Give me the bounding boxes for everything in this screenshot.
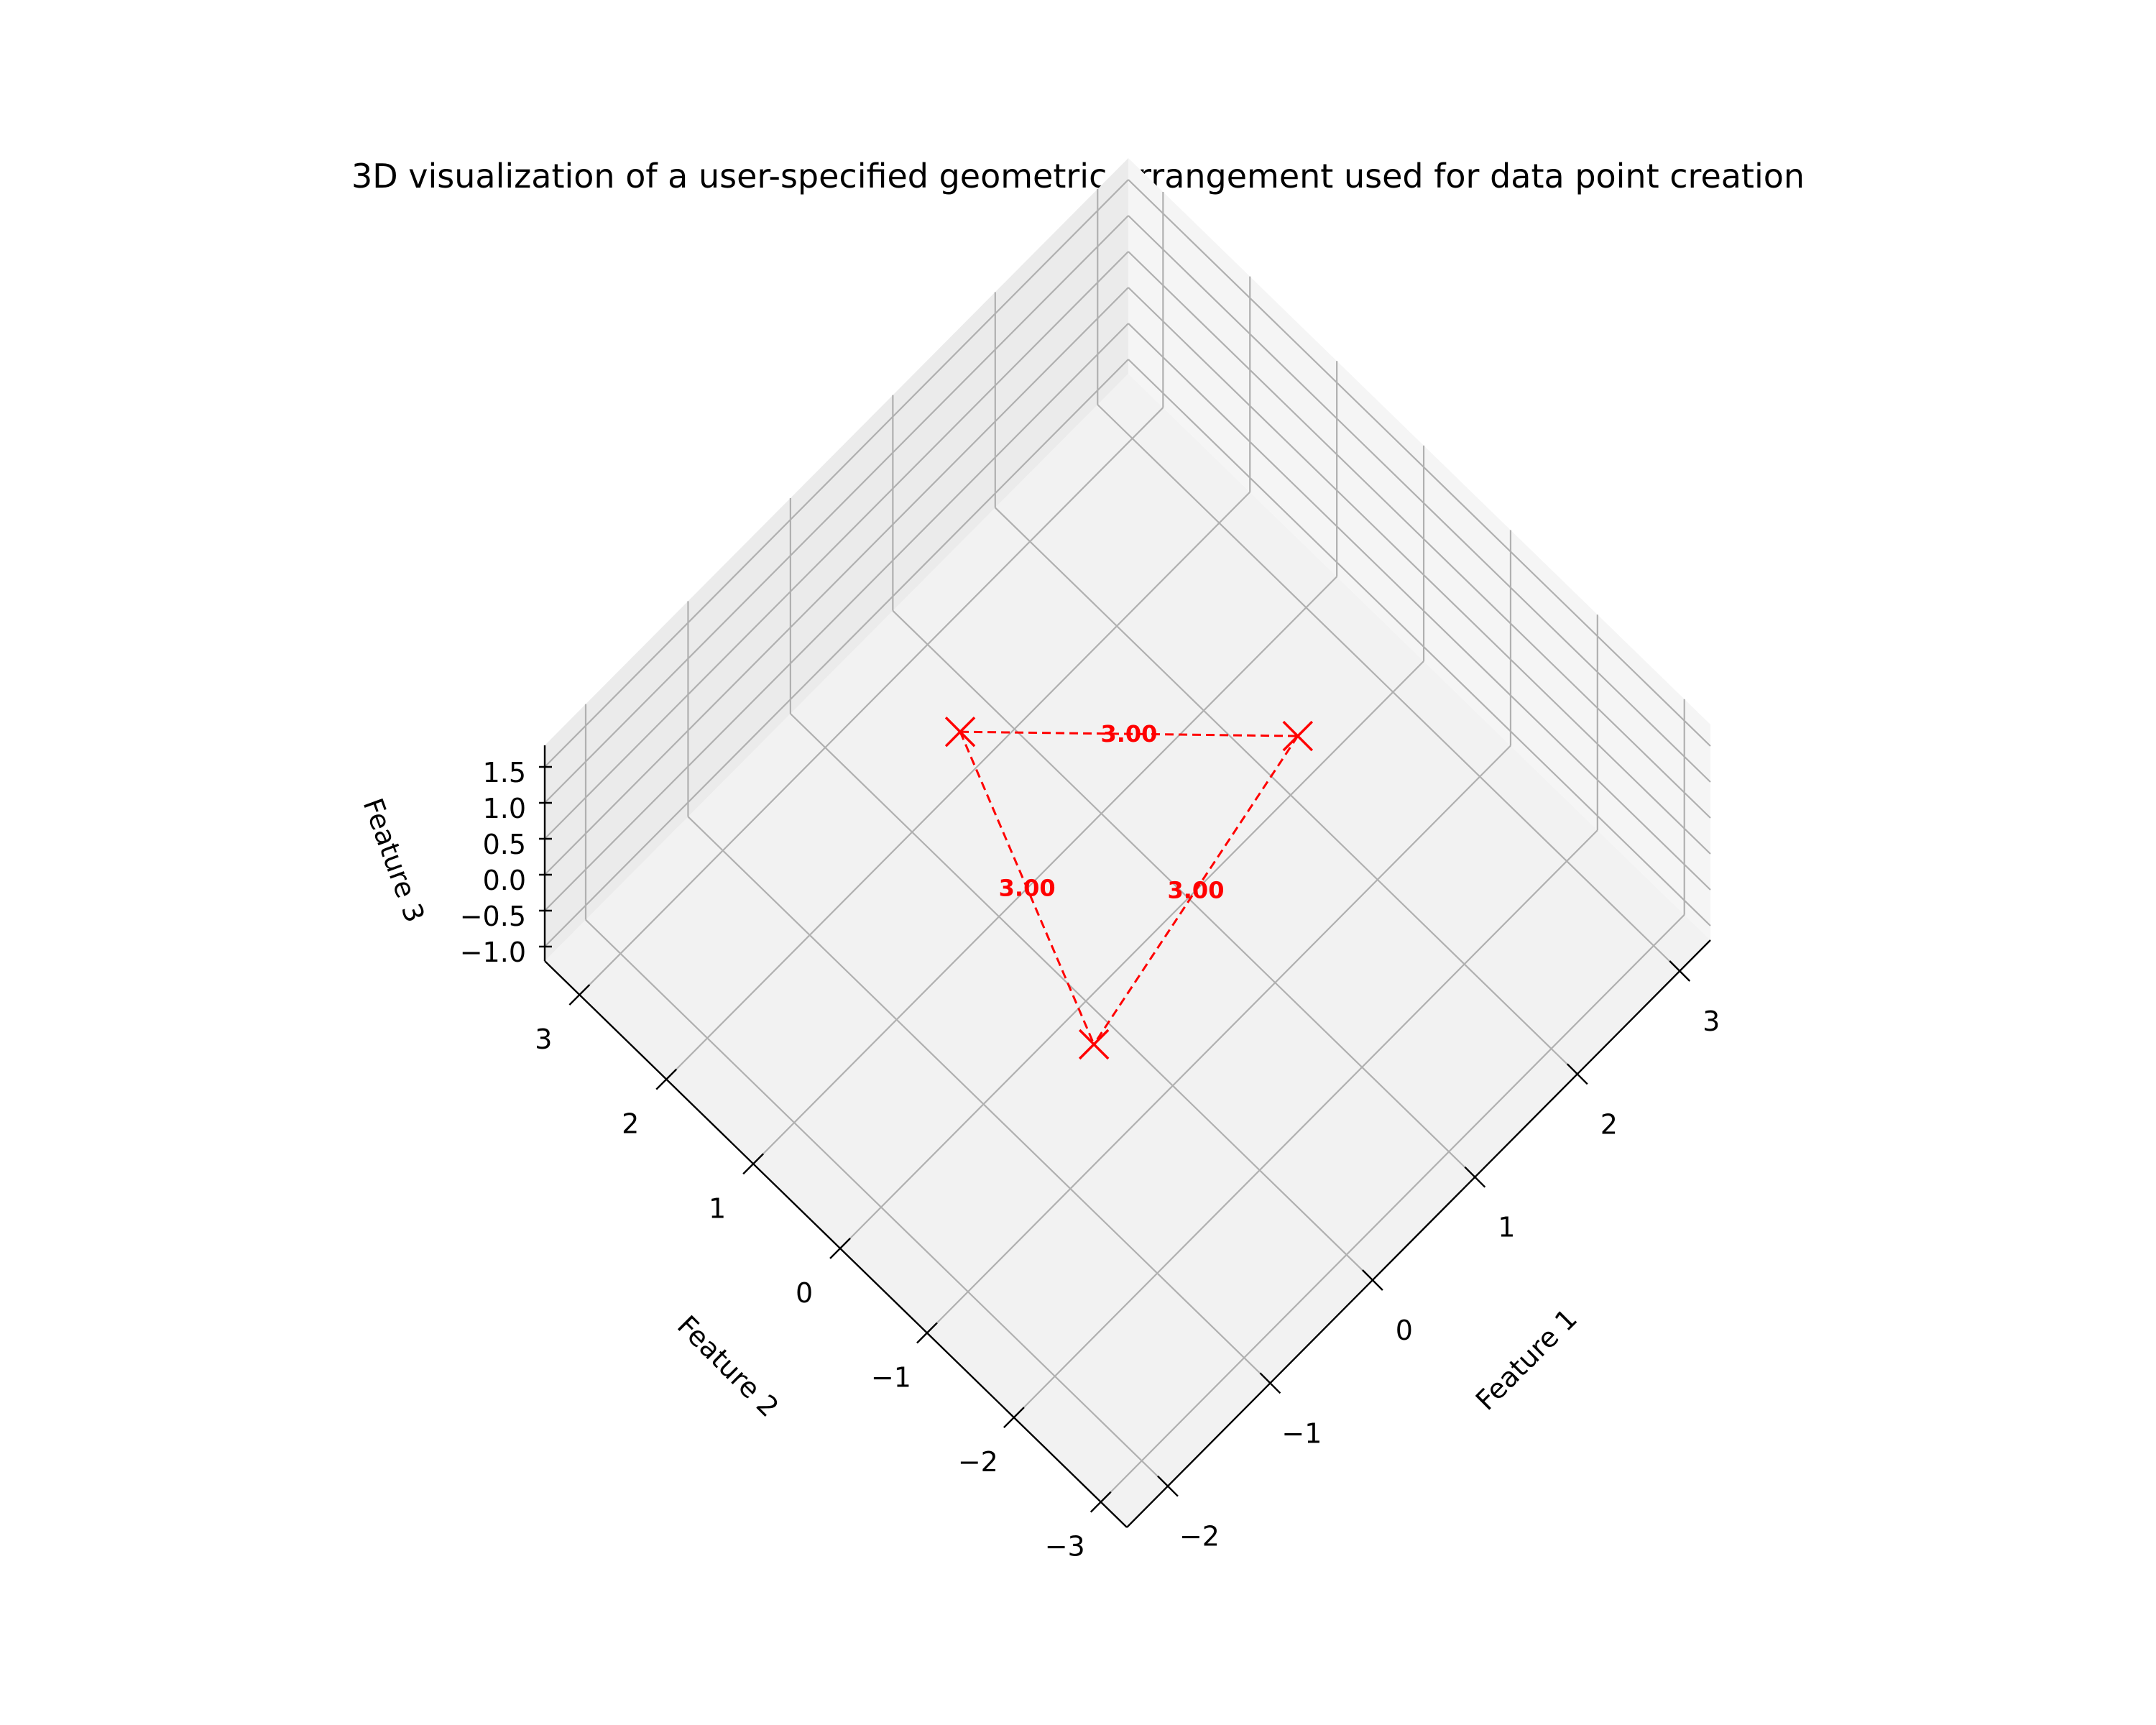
data-point — [944, 716, 976, 748]
back-left-pane — [545, 158, 1128, 961]
x-tick-label: −2 — [1179, 1521, 1220, 1552]
y-axis-line — [544, 960, 1128, 1528]
x-tick-label: 3 — [1703, 1006, 1720, 1037]
z-tick-label: 1.5 — [483, 757, 526, 788]
y-tick-label: 2 — [622, 1108, 639, 1140]
edge-line — [960, 730, 1298, 737]
grid-line-y — [926, 745, 1511, 1334]
edge-label: 3.00 — [999, 875, 1056, 902]
edges-layer — [959, 730, 1299, 1045]
data-point-stroke — [1282, 720, 1314, 752]
z-tick-label: 0.0 — [483, 865, 526, 896]
grid-line-z-right — [1128, 215, 1711, 783]
tick-marks — [539, 765, 1691, 1513]
y-tick — [568, 984, 591, 1006]
grid-line-z-left — [544, 287, 1129, 875]
y-tick — [1003, 1407, 1025, 1428]
x-tick-label: 2 — [1600, 1108, 1618, 1140]
back-right-pane — [1128, 158, 1710, 940]
grid-line-z-left — [544, 251, 1129, 840]
tick-labels: −2 −1 0 1 2 3 −3 −2 −1 0 1 2 3 −1.0 −0.5 0.0 0.5 1.0 1.5 — [460, 757, 1720, 1563]
grid-line-z-right — [1128, 179, 1711, 747]
y-tick — [916, 1322, 938, 1344]
edge-labels-layer: 3.00 3.00 3.00 — [999, 720, 1225, 903]
grid-line-y — [1100, 914, 1685, 1503]
grid-line-z-right — [1128, 251, 1711, 819]
data-point-stroke — [1078, 1029, 1110, 1060]
edge-line — [959, 731, 1095, 1045]
axis-lines — [543, 745, 1711, 1528]
grid-line-y — [579, 407, 1164, 995]
z-tick-label: 0.5 — [483, 829, 526, 860]
y-tick — [742, 1153, 764, 1175]
data-point — [1282, 720, 1314, 752]
z-tick-label: −1.0 — [460, 937, 526, 968]
axis-panes — [545, 158, 1710, 1527]
grid-line-z-right — [1128, 323, 1711, 891]
grid-line-z-left — [544, 323, 1129, 911]
edge-label: 3.00 — [1100, 720, 1157, 748]
grid-line-z-right — [1128, 287, 1711, 855]
data-point-stroke — [944, 716, 976, 748]
x-tick — [1566, 1063, 1588, 1085]
chart-title: 3D visualization of a user-specified geo… — [351, 157, 1805, 196]
x-axis-label: Feature 1 — [1470, 1302, 1583, 1416]
y-tick — [829, 1238, 851, 1259]
grid-line-z-left — [544, 179, 1129, 768]
y-tick-label: −3 — [1045, 1531, 1085, 1563]
x-tick-label: 0 — [1396, 1315, 1413, 1346]
grid-line-x — [995, 507, 1578, 1075]
y-tick-label: 1 — [709, 1192, 726, 1224]
z-axis-label: Feature 3 — [357, 794, 431, 926]
x-tick — [1464, 1166, 1486, 1188]
edge-line — [1092, 735, 1299, 1045]
edge-label: 3.00 — [1168, 877, 1225, 904]
grid-line-y — [839, 661, 1424, 1249]
grid-line-x — [585, 919, 1169, 1487]
x-axis-line — [1126, 939, 1711, 1528]
grid-line-z-right — [1128, 359, 1711, 926]
y-axis-label: Feature 2 — [671, 1310, 785, 1423]
grid-line-y — [752, 576, 1337, 1165]
y-tick — [1089, 1491, 1112, 1513]
markers-layer — [944, 716, 1314, 1060]
grid-line-y — [665, 491, 1251, 1080]
y-tick-label: −1 — [871, 1361, 911, 1393]
z-tick-label: 1.0 — [483, 793, 526, 824]
y-tick-label: 3 — [535, 1024, 552, 1055]
grid-line-z-left — [544, 359, 1129, 947]
grid-lines — [544, 179, 1711, 1503]
x-tick — [1669, 960, 1691, 982]
grid-line-z-left — [544, 215, 1129, 804]
y-tick-label: 0 — [796, 1277, 813, 1309]
y-tick — [655, 1068, 678, 1090]
z-tick-label: −0.5 — [460, 901, 526, 932]
x-tick — [1362, 1269, 1383, 1291]
grid-line-x — [687, 816, 1271, 1384]
grid-line-x — [892, 610, 1476, 1178]
x-tick-label: 1 — [1498, 1212, 1515, 1243]
grid-line-x — [790, 713, 1373, 1281]
x-tick — [1157, 1475, 1179, 1497]
grid-line-x — [1097, 404, 1681, 972]
grid-line-y — [1013, 829, 1598, 1418]
x-tick — [1259, 1372, 1281, 1394]
y-tick-label: −2 — [958, 1446, 998, 1478]
x-tick-label: −1 — [1281, 1417, 1322, 1449]
floor-pane — [545, 374, 1710, 1527]
data-point — [1078, 1029, 1110, 1060]
